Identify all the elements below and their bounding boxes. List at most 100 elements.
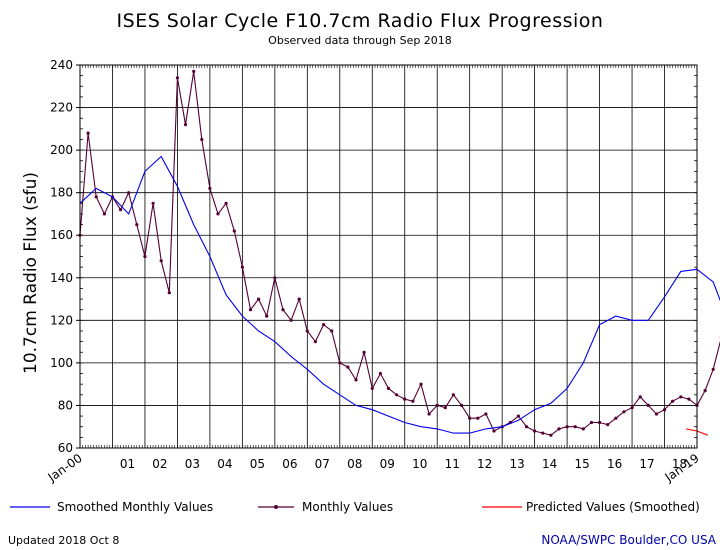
monthly-point <box>460 403 464 407</box>
x-tick-label: 04 <box>217 457 232 471</box>
monthly-point <box>557 427 561 431</box>
monthly-point <box>679 395 683 399</box>
monthly-point <box>638 395 642 399</box>
monthly-point <box>565 425 569 429</box>
monthly-point <box>281 308 285 312</box>
monthly-point <box>598 420 602 425</box>
monthly-point <box>175 76 179 80</box>
plot-frame <box>79 64 698 449</box>
monthly-point <box>102 212 106 216</box>
monthly-point <box>711 367 715 371</box>
x-tick-label: 02 <box>152 457 167 471</box>
monthly-point <box>167 291 171 295</box>
monthly-point <box>183 123 188 127</box>
monthly-point <box>662 408 667 412</box>
x-tick-label: 13 <box>510 457 525 471</box>
monthly-point <box>216 212 220 216</box>
x-tick-label: 14 <box>542 457 557 471</box>
monthly-point <box>224 201 228 205</box>
chart-series <box>78 69 720 437</box>
monthly-point <box>297 297 301 301</box>
y-tick-label: 100 <box>50 356 73 370</box>
x-tick-label: 10 <box>412 457 427 471</box>
monthly-point <box>524 425 529 429</box>
monthly-point <box>476 416 480 420</box>
monthly-point <box>403 397 407 401</box>
monthly-point <box>362 350 366 354</box>
y-tick-label: 60 <box>58 441 73 455</box>
y-tick-label: 240 <box>50 58 73 72</box>
x-tick-label: 17 <box>639 457 654 471</box>
monthly-point <box>630 406 634 410</box>
x-tick-label: 11 <box>445 457 460 471</box>
x-tick-label: 15 <box>574 457 589 471</box>
x-tick-label: 08 <box>347 457 362 471</box>
monthly-point <box>533 429 537 433</box>
y-axis-ticks: 60 80 100 120 140 160 180 200 220 240 <box>50 58 697 455</box>
monthly-point <box>273 276 277 280</box>
monthly-point <box>443 406 447 410</box>
y-tick-label: 140 <box>50 271 73 285</box>
monthly-point <box>468 416 472 420</box>
monthly-point <box>541 431 545 435</box>
legend-predicted-label: Predicted Values (Smoothed) <box>526 500 700 514</box>
x-tick-label: 01 <box>120 457 135 471</box>
y-tick-label: 220 <box>50 101 73 115</box>
monthly-point <box>654 412 659 416</box>
x-axis-ticks: Jan-00 01 02 03 04 05 06 07 08 09 10 11 12 13 14 15 16 17… <box>45 65 702 485</box>
monthly-point <box>305 329 309 333</box>
chart-legend: Smoothed Monthly Values Monthly Values P… <box>10 500 700 514</box>
monthly-point <box>240 265 244 269</box>
monthly-point <box>257 297 261 301</box>
monthly-point <box>395 393 399 397</box>
x-tick-label: 03 <box>185 457 200 471</box>
series-line-smoothed <box>79 155 720 434</box>
x-tick-label: 05 <box>250 457 265 471</box>
legend-monthly-marker <box>274 505 278 509</box>
monthly-point <box>484 412 488 416</box>
monthly-point <box>159 259 163 263</box>
monthly-point <box>192 69 196 73</box>
y-tick-label: 160 <box>50 228 73 242</box>
monthly-point <box>208 186 212 190</box>
monthly-point <box>338 361 342 365</box>
monthly-point <box>135 223 139 227</box>
monthly-point <box>549 433 553 437</box>
monthly-point <box>671 399 675 403</box>
x-tick-label: 12 <box>477 457 492 471</box>
monthly-point <box>119 208 123 212</box>
monthly-point <box>313 340 317 344</box>
monthly-point <box>94 195 98 199</box>
monthly-point <box>232 229 236 233</box>
monthly-point <box>451 393 455 397</box>
chart-title: ISES Solar Cycle F10.7cm Radio Flux Prog… <box>117 10 604 32</box>
monthly-point <box>143 254 147 259</box>
monthly-point <box>248 308 253 312</box>
y-tick-label: 180 <box>50 186 73 200</box>
monthly-point <box>354 378 358 382</box>
legend-monthly-label: Monthly Values <box>302 500 393 514</box>
monthly-point <box>200 137 204 142</box>
monthly-point <box>265 314 269 318</box>
monthly-point <box>581 427 585 431</box>
x-tick-label: 07 <box>315 457 330 471</box>
monthly-point <box>573 425 577 429</box>
monthly-point <box>330 329 334 333</box>
monthly-point <box>606 423 610 427</box>
footer-source: NOAA/SWPC Boulder,CO USA <box>541 533 716 547</box>
monthly-point <box>127 191 131 195</box>
monthly-point <box>346 365 350 369</box>
monthly-point <box>370 386 374 390</box>
monthly-point <box>322 323 326 327</box>
monthly-point <box>427 412 431 416</box>
monthly-point <box>516 414 521 418</box>
chart-grid <box>79 64 698 449</box>
monthly-point <box>386 386 391 390</box>
monthly-point <box>435 403 439 407</box>
monthly-point <box>419 382 423 386</box>
legend-smoothed-label: Smoothed Monthly Values <box>57 500 213 514</box>
y-axis-label: 10.7cm Radio Flux (sfu) <box>21 172 41 374</box>
monthly-point <box>646 403 650 407</box>
footer-updated: Updated 2018 Oct 8 <box>8 534 119 547</box>
